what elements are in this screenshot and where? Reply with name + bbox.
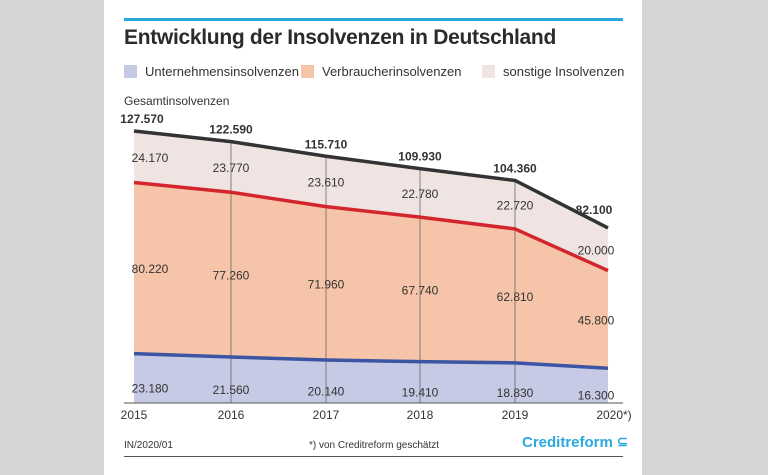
x-tick-label: 2016 (218, 408, 245, 422)
data-label: 20.140 (308, 385, 345, 399)
footer-code: IN/2020/01 (124, 440, 173, 451)
legend-item-verbraucher: Verbraucherinsolvenzen (301, 64, 461, 79)
data-label: 62.810 (497, 290, 534, 304)
data-label: 77.260 (213, 269, 250, 283)
area-1 (134, 182, 608, 369)
total-label: 122.590 (209, 123, 253, 137)
x-tick-label: 2020*) (596, 408, 631, 422)
chart-title: Entwicklung der Insolvenzen in Deutschla… (124, 26, 556, 49)
data-label: 18.830 (497, 386, 534, 400)
accent-rule (124, 18, 623, 21)
series-line-1 (133, 180, 609, 273)
data-label: 80.220 (132, 262, 169, 276)
x-tick-label: 2017 (313, 408, 340, 422)
data-label: 23.610 (308, 175, 345, 189)
legend-swatch (482, 65, 495, 78)
chart-card: Entwicklung der Insolvenzen in Deutschla… (104, 0, 642, 475)
data-label: 20.000 (578, 243, 615, 257)
area-0 (134, 353, 608, 403)
data-label: 22.720 (497, 199, 534, 213)
data-label: 16.300 (578, 389, 615, 403)
x-tick-label: 2018 (407, 408, 434, 422)
data-label: 67.740 (402, 283, 439, 297)
creditreform-logo: Creditreform ⊆ (522, 434, 628, 451)
x-tick-label: 2019 (502, 408, 529, 422)
legend-swatch (124, 65, 137, 78)
data-label: 45.800 (578, 313, 615, 327)
data-label: 71.960 (308, 277, 345, 291)
total-label: 115.710 (305, 137, 348, 151)
area-2 (134, 130, 608, 271)
data-label: 21.560 (213, 383, 250, 397)
total-label: 127.570 (120, 112, 164, 126)
legend-label: Verbraucherinsolvenzen (322, 64, 462, 79)
legend-swatch (301, 65, 314, 78)
data-label: 23.770 (213, 161, 250, 175)
logo-text: Creditreform (522, 434, 613, 451)
x-tick-label: 2015 (121, 408, 148, 422)
footer-note: *) von Creditreform geschätzt (309, 440, 440, 451)
legend-label: Unternehmensinsolvenzen (145, 64, 299, 79)
data-label: 24.170 (132, 151, 169, 165)
data-label: 23.180 (132, 381, 169, 395)
legend-label: sonstige Insolvenzen (503, 64, 625, 79)
total-label: 104.360 (493, 161, 537, 175)
data-label: 19.410 (402, 385, 439, 399)
footer-rule (124, 456, 623, 457)
plot-area: 23.180 21.560 20.140 19.410 18.830 16.300 80.2… (120, 112, 631, 422)
total-label: 82.100 (576, 203, 613, 217)
total-label: 109.930 (398, 150, 442, 164)
series-line-2 (133, 129, 609, 230)
legend-item-unternehmen: Unternehmensinsolvenzen (124, 64, 299, 79)
y-axis-label: Gesamtinsolvenzen (124, 94, 230, 108)
data-label: 22.780 (402, 187, 439, 201)
series-line-0 (133, 351, 609, 370)
legend-item-sonstige: sonstige Insolvenzen (482, 64, 624, 79)
